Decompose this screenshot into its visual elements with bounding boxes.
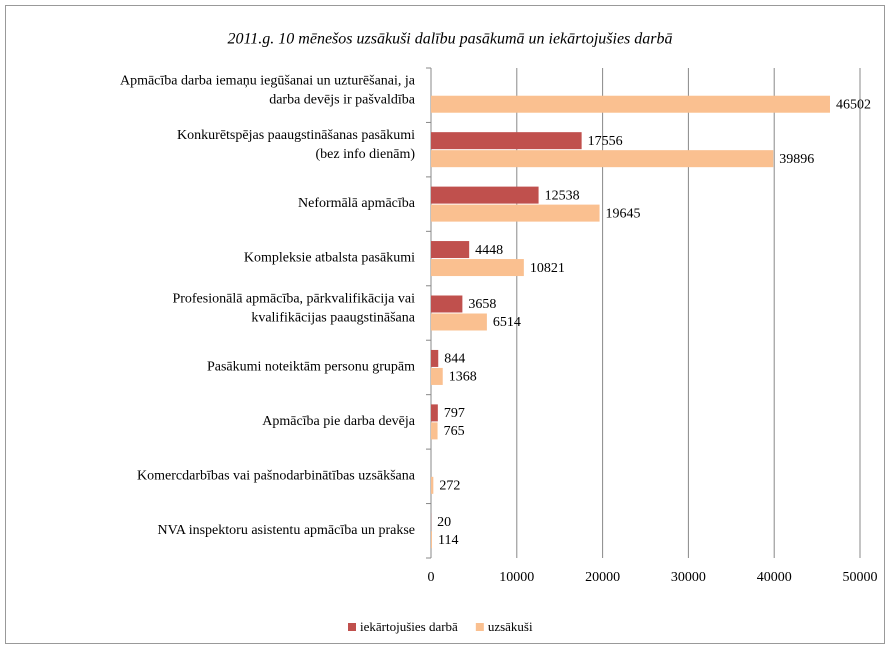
- x-tick-label: 20000: [585, 570, 620, 585]
- bar: [431, 531, 432, 548]
- bar: [431, 368, 443, 385]
- value-label: 6514: [493, 315, 521, 330]
- value-label: 114: [438, 533, 458, 548]
- value-label: 272: [439, 479, 460, 494]
- bar: [431, 422, 438, 439]
- bar: [431, 350, 438, 367]
- value-label: 797: [444, 406, 465, 421]
- bar: [431, 205, 600, 222]
- x-tick-label: 40000: [757, 570, 792, 585]
- bar: [431, 259, 524, 276]
- bar: [431, 241, 469, 258]
- bar: [431, 96, 830, 113]
- x-tick-label: 10000: [499, 570, 534, 585]
- value-label: 12538: [545, 188, 580, 203]
- bar: [431, 150, 773, 167]
- chart-title: 2011.g. 10 mēnešos uzsākuši dalību pasāk…: [227, 31, 672, 48]
- bar: [431, 477, 433, 494]
- y-tick-label: Pasākumi noteiktām personu grupām: [207, 360, 415, 375]
- value-label: 17556: [588, 134, 623, 149]
- legend-swatch: [348, 623, 356, 631]
- bar: [431, 404, 438, 421]
- bar: [431, 296, 462, 313]
- y-tick-label: Neformālā apmācība: [298, 196, 416, 211]
- legend-label: iekārtojušies darbā: [360, 619, 458, 634]
- value-label: 765: [444, 424, 465, 439]
- legend-label: uzsākuši: [488, 619, 533, 634]
- y-tick-label: Kompleksie atbalsta pasākumi: [244, 251, 415, 266]
- bar: [431, 132, 582, 149]
- x-tick-label: 0: [428, 570, 435, 585]
- legend-swatch: [476, 623, 484, 631]
- y-tick-label: NVA inspektoru asistentu apmācība un pra…: [157, 523, 415, 538]
- value-label: 844: [444, 352, 465, 367]
- y-tick-label: Komercdarbības vai pašnodarbinātības uzs…: [137, 469, 416, 484]
- bar: [431, 314, 487, 331]
- x-tick-label: 30000: [671, 570, 706, 585]
- value-label: 10821: [530, 261, 565, 276]
- x-tick-label: 50000: [843, 570, 878, 585]
- value-label: 39896: [779, 152, 814, 167]
- value-label: 20: [437, 515, 451, 530]
- value-label: 3658: [468, 297, 496, 312]
- value-label: 1368: [449, 370, 477, 385]
- value-label: 4448: [475, 243, 503, 258]
- value-label: 19645: [606, 206, 641, 221]
- bar: [431, 187, 539, 204]
- value-label: 46502: [836, 97, 871, 112]
- y-tick-label: Apmācība pie darba devēja: [262, 414, 416, 429]
